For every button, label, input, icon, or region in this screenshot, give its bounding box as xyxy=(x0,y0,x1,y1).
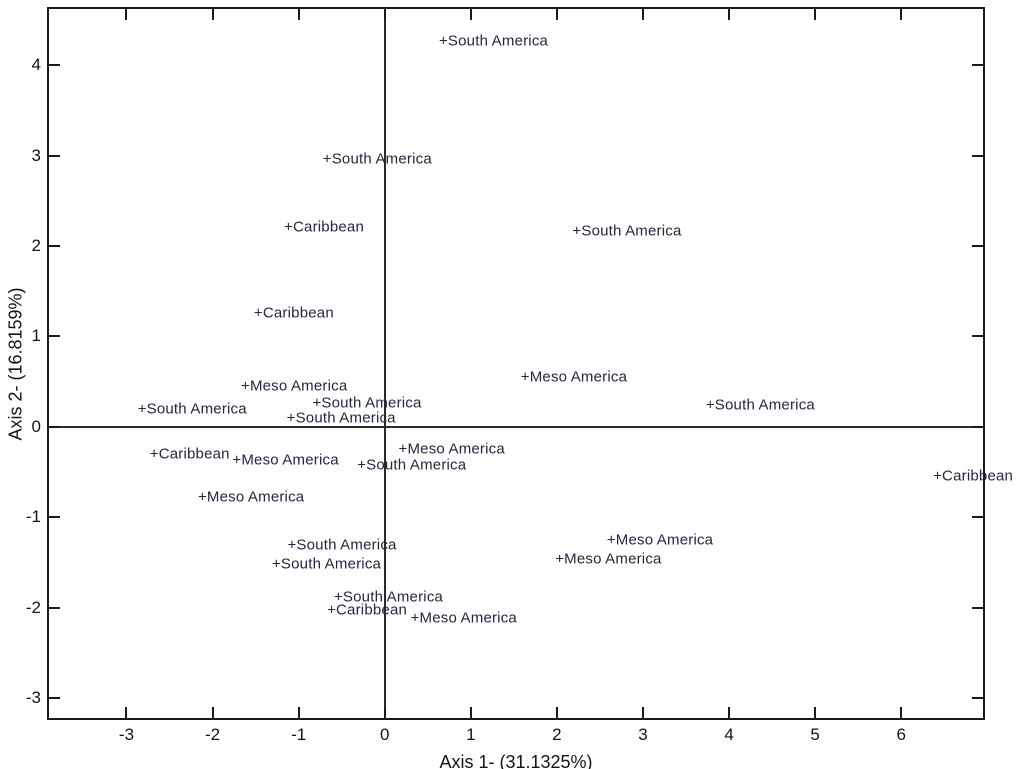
y-tick-label: 0 xyxy=(31,416,41,436)
x-tick-top xyxy=(814,9,817,20)
scatter-point-label: +Caribbean xyxy=(327,601,408,619)
x-tick-top xyxy=(125,9,128,20)
x-tick-label: 6 xyxy=(896,725,906,744)
y-tick-label: -2 xyxy=(25,597,41,617)
x-tick xyxy=(469,707,472,718)
scatter-point-label: +Caribbean xyxy=(284,218,365,236)
y-tick xyxy=(49,516,60,519)
scatter-point-label: +Caribbean xyxy=(149,445,230,463)
scatter-point-label: +South America xyxy=(322,150,432,168)
x-tick-label: -3 xyxy=(118,725,135,744)
scatter-point-label: +Meso America xyxy=(606,531,714,549)
scatter-point-label: +South America xyxy=(286,409,396,427)
scatter-point-label: +Caribbean xyxy=(253,304,334,322)
x-tick xyxy=(383,707,386,718)
x-tick-top xyxy=(297,9,300,20)
y-tick-label: -1 xyxy=(25,507,41,527)
x-tick-label: 4 xyxy=(724,725,734,744)
scatter-point-label: +South America xyxy=(572,222,682,240)
y-tick xyxy=(49,697,60,700)
x-tick-top xyxy=(641,9,644,20)
x-tick-label: 3 xyxy=(638,725,648,744)
x-tick-label: 5 xyxy=(810,725,820,744)
x-tick xyxy=(814,707,817,718)
y-tick-label: -3 xyxy=(25,688,41,708)
scatter-point-label: +South America xyxy=(312,394,422,412)
scatter-point-label: +South America xyxy=(438,32,549,50)
scatter-point-label: +Caribbean xyxy=(933,467,1014,485)
x-tick-top xyxy=(555,9,558,20)
y-tick xyxy=(49,154,60,157)
scatter-point-label: +Meso America xyxy=(555,550,662,568)
y-tick-label: 1 xyxy=(31,326,41,346)
x-tick xyxy=(728,707,731,718)
y-tick xyxy=(49,64,60,67)
y-tick xyxy=(49,335,60,338)
x-tick xyxy=(641,707,644,718)
scatter-point-label: +Meso America xyxy=(197,488,305,506)
x-tick xyxy=(125,707,128,718)
scatter-point-label: +South America xyxy=(357,456,467,474)
y-tick-right xyxy=(972,244,983,247)
scatter-point-label: +Meso America xyxy=(398,440,505,458)
x-tick xyxy=(297,707,300,718)
y-tick-right xyxy=(972,425,983,428)
zero-line-vertical xyxy=(383,9,386,718)
x-tick-top xyxy=(728,9,731,20)
x-tick xyxy=(211,707,214,718)
x-tick-label: -2 xyxy=(204,725,221,744)
scatter-point-label: +South America xyxy=(137,400,247,418)
y-tick-label: 2 xyxy=(31,235,41,255)
x-tick-label: 1 xyxy=(466,725,476,744)
zero-line-horizontal xyxy=(49,425,983,428)
scatter-point-label: +South America xyxy=(287,536,397,554)
x-tick-label: 2 xyxy=(552,725,562,744)
x-tick-top xyxy=(469,9,472,20)
scatter-point-label: +South America xyxy=(705,396,815,414)
y-tick-label: 4 xyxy=(31,55,41,75)
x-tick-label: 0 xyxy=(379,725,390,744)
y-tick xyxy=(49,425,60,428)
y-tick-label: 3 xyxy=(31,145,41,165)
y-tick-right xyxy=(972,606,983,609)
scatter-point-label: +South America xyxy=(271,555,382,573)
x-axis-title: Axis 1- (31.1325%) xyxy=(439,752,593,769)
y-tick-right xyxy=(972,697,983,700)
scatter-point-label: +Meso America xyxy=(232,451,339,469)
y-tick-right xyxy=(972,64,983,67)
scatter-point-label: +Meso America xyxy=(410,609,517,627)
x-tick xyxy=(555,707,558,718)
y-tick-right xyxy=(972,154,983,157)
x-tick xyxy=(900,707,903,718)
y-tick-right xyxy=(972,516,983,519)
scatter-point-label: +Meso America xyxy=(240,377,348,395)
x-tick-top xyxy=(900,9,903,20)
y-tick-right xyxy=(972,335,983,338)
y-tick xyxy=(49,606,60,609)
scatter-point-label: +South America xyxy=(333,588,444,606)
x-tick-label: -1 xyxy=(291,725,307,744)
scatter-point-label: +Meso America xyxy=(520,368,628,386)
y-tick xyxy=(49,244,60,247)
x-tick-top xyxy=(211,9,214,20)
plot-area: Axis 1- (31.1325%) Axis 2- (16.8159%) -3… xyxy=(6,7,1013,769)
x-tick-top xyxy=(383,9,386,20)
